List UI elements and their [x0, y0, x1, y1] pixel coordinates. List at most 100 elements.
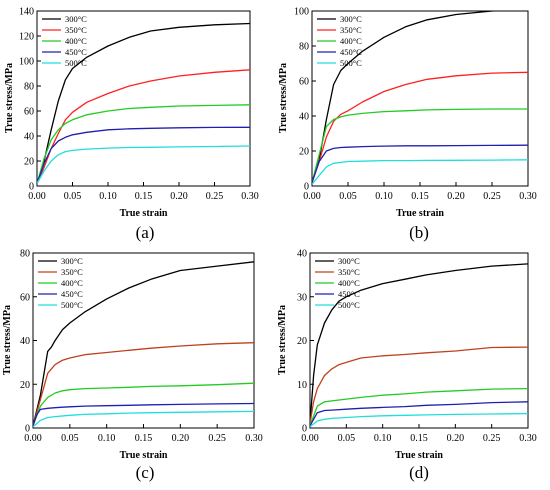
legend-entry: 350°C: [338, 267, 360, 277]
chart-panel-4: 0.00 0.05 0.10 0.15 0.20 0.25 0.30 0 10 20 30 40 Tru…: [277, 249, 537, 483]
x-tick-label: 0.00: [24, 433, 42, 444]
series-line-4: [310, 401, 528, 427]
x-tick-label: 0.20: [447, 433, 465, 444]
y-tick-label: 0: [302, 424, 307, 435]
series-line-2: [310, 346, 528, 424]
y-tick-label: 120: [19, 32, 34, 43]
x-tick-label: 0.30: [241, 191, 259, 202]
y-tick-label: 80: [24, 82, 34, 93]
series-line-3: [33, 382, 254, 427]
legend-entry: 300°C: [340, 14, 362, 24]
legend-entry: 500°C: [338, 300, 360, 310]
chart-panel-2: 0.00 0.05 0.10 0.15 0.20 0.25 0.30 0 20 40 60 80 100…: [278, 7, 537, 243]
legend-entry: 350°C: [340, 25, 362, 35]
series-line-3: [310, 387, 528, 427]
x-tick-label: 0.15: [410, 433, 428, 444]
x-tick-label: 0.15: [135, 433, 153, 444]
series-line-5: [312, 159, 528, 185]
series-line-3: [37, 104, 250, 184]
x-tick-label: 0.00: [301, 433, 319, 444]
y-tick-label: 0: [304, 182, 309, 193]
y-tick-label: 30: [297, 292, 307, 303]
y-tick-label: 20: [299, 147, 309, 158]
x-tick-label: 0.05: [338, 433, 356, 444]
legend-entry: 400°C: [61, 278, 83, 288]
y-tick-label: 0: [29, 182, 34, 193]
series-line-2: [37, 69, 250, 184]
y-tick-label: 140: [19, 7, 34, 18]
x-axis-label: True strain: [120, 450, 168, 461]
series-line-4: [37, 126, 250, 184]
y-tick-label: 100: [19, 57, 34, 68]
series-line-3: [312, 108, 528, 183]
legend-entry: 350°C: [61, 267, 83, 277]
y-tick-label: 80: [299, 42, 309, 53]
y-tick-label: 60: [20, 292, 30, 303]
x-tick-label: 0.05: [61, 433, 79, 444]
legend-entry: 400°C: [338, 278, 360, 288]
x-tick-label: 0.15: [135, 191, 153, 202]
x-axis-label: True strain: [396, 208, 444, 219]
x-tick-label: 0.10: [375, 191, 393, 202]
y-tick-label: 60: [299, 77, 309, 88]
legend-entry: 300°C: [338, 256, 360, 266]
legend-entry: 500°C: [340, 58, 362, 68]
x-tick-label: 0.30: [519, 191, 537, 202]
legend-entry: 400°C: [65, 36, 87, 46]
x-tick-label: 0.30: [519, 433, 537, 444]
series-line-5: [33, 410, 254, 428]
series-line-2: [33, 342, 254, 426]
series-line-1: [310, 263, 528, 424]
y-tick-label: 20: [20, 380, 30, 391]
x-tick-label: 0.25: [206, 191, 224, 202]
legend-entry: 450°C: [61, 289, 83, 299]
x-tick-label: 0.10: [99, 191, 117, 202]
panel-label: (a): [136, 223, 155, 242]
y-axis-label: True stress/MPa: [2, 305, 13, 375]
legend-entry: 500°C: [65, 58, 87, 68]
chart-panel-3: 0.00 0.05 0.10 0.15 0.20 0.25 0.30 0 20 40 60 80 Tru…: [2, 249, 263, 483]
x-tick-label: 0.10: [374, 433, 392, 444]
x-tick-label: 0.25: [483, 191, 501, 202]
panel-label: (b): [409, 223, 429, 242]
y-tick-label: 40: [20, 336, 30, 347]
x-tick-label: 0.15: [411, 191, 429, 202]
y-tick-label: 40: [299, 112, 309, 123]
series-line-1: [33, 261, 254, 426]
y-tick-label: 10: [297, 380, 307, 391]
x-tick-label: 0.00: [303, 191, 321, 202]
y-tick-label: 40: [297, 249, 307, 260]
y-axis-label: True stress/MPa: [277, 305, 288, 375]
series-line-1: [37, 22, 250, 184]
legend-entry: 450°C: [338, 289, 360, 299]
x-tick-label: 0.05: [339, 191, 357, 202]
legend-entry: 350°C: [65, 25, 87, 35]
legend-entry: 450°C: [340, 47, 362, 57]
y-tick-label: 0: [25, 424, 30, 435]
x-tick-label: 0.05: [64, 191, 82, 202]
y-tick-label: 20: [297, 336, 307, 347]
x-tick-label: 0.10: [98, 433, 116, 444]
y-tick-label: 60: [24, 107, 34, 118]
legend-entry: 400°C: [340, 36, 362, 46]
x-tick-label: 0.25: [208, 433, 226, 444]
x-tick-label: 0.30: [245, 433, 263, 444]
series-line-5: [310, 412, 528, 428]
y-tick-label: 40: [24, 132, 34, 143]
series-line-1: [312, 11, 506, 183]
panel-label: (c): [136, 463, 155, 482]
legend-entry: 450°C: [65, 47, 87, 57]
y-tick-label: 20: [24, 157, 34, 168]
chart-panel-1: 0.00 0.05 0.10 0.15 0.20 0.25 0.30 0 20 40 60 80 100…: [4, 7, 259, 243]
x-tick-label: 0.20: [447, 191, 465, 202]
x-axis-label: True strain: [395, 450, 443, 461]
y-axis-label: True stress/MPa: [278, 63, 289, 133]
legend-entry: 300°C: [61, 256, 83, 266]
x-tick-label: 0.20: [170, 191, 188, 202]
y-axis-label: True stress/MPa: [4, 63, 15, 133]
